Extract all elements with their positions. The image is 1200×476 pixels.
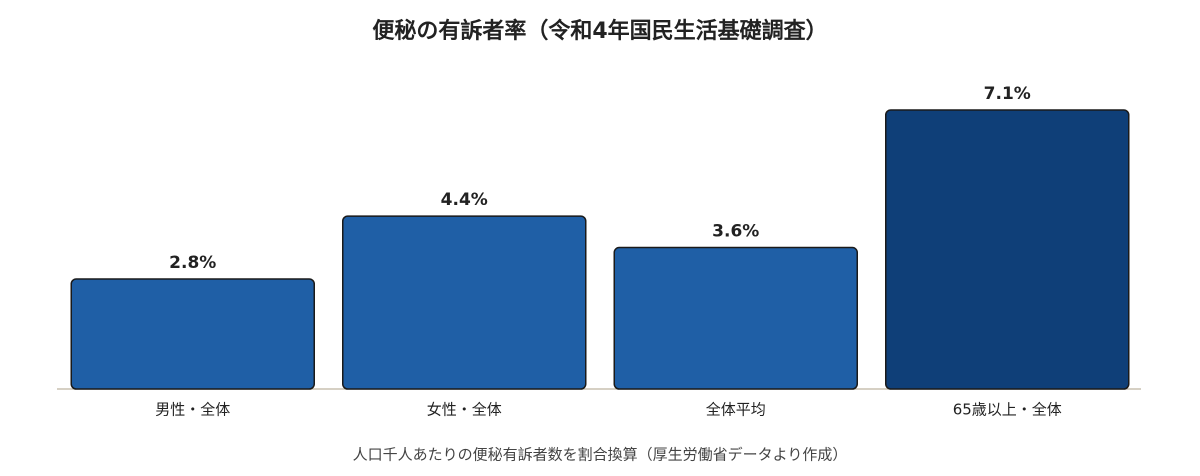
x-tick-label: 女性・全体 xyxy=(427,401,502,419)
value-label: 7.1% xyxy=(984,84,1031,104)
value-label: 3.6% xyxy=(712,222,759,242)
x-tick-label: 男性・全体 xyxy=(155,401,230,419)
chart-note: 人口千人あたりの便秘有訴者数を割合換算（厚生労働省データより作成） xyxy=(353,446,848,464)
chart-title: 便秘の有訴者率（令和4年国民生活基礎調査） xyxy=(372,18,827,44)
bar xyxy=(885,109,1130,390)
bar xyxy=(613,246,858,390)
x-tick-label: 全体平均 xyxy=(706,401,766,419)
value-label: 4.4% xyxy=(441,190,488,210)
bar xyxy=(70,278,315,390)
x-tick-label: 65歳以上・全体 xyxy=(953,401,1062,419)
value-label: 2.8% xyxy=(169,253,216,273)
bar xyxy=(342,215,587,390)
